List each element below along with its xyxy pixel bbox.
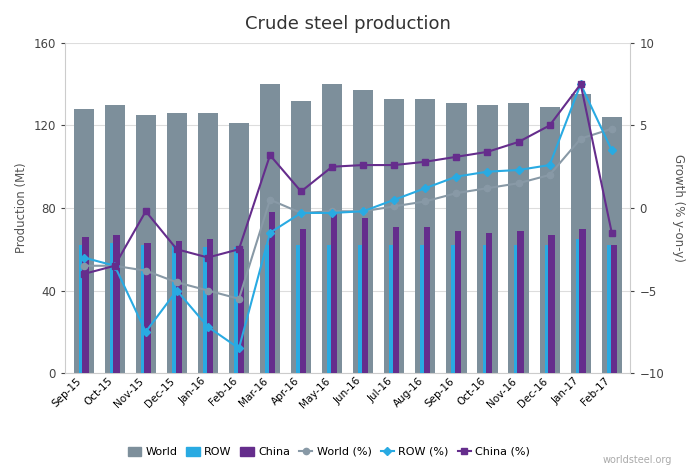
Bar: [482, 245, 489, 373]
Bar: [477, 105, 498, 373]
Bar: [575, 239, 582, 373]
Bar: [141, 245, 147, 373]
Bar: [389, 245, 396, 373]
Bar: [172, 245, 178, 373]
Bar: [331, 212, 337, 373]
Bar: [610, 245, 617, 373]
Bar: [327, 245, 333, 373]
Bar: [455, 231, 461, 373]
Bar: [206, 239, 213, 373]
Bar: [540, 107, 560, 373]
Bar: [415, 99, 435, 373]
Bar: [104, 105, 125, 373]
Bar: [607, 245, 613, 373]
Bar: [144, 243, 150, 373]
Bar: [198, 113, 218, 373]
Bar: [452, 245, 458, 373]
Bar: [421, 245, 426, 373]
Bar: [424, 226, 430, 373]
Bar: [508, 103, 528, 373]
Legend: World, ROW, China, World (%), ROW (%), China (%): World, ROW, China, World (%), ROW (%), C…: [123, 442, 535, 461]
Bar: [265, 245, 271, 373]
Bar: [447, 103, 466, 373]
Bar: [110, 243, 116, 373]
Bar: [238, 249, 244, 373]
Bar: [229, 123, 249, 373]
Text: worldsteel.org: worldsteel.org: [603, 455, 672, 465]
Bar: [353, 90, 373, 373]
Bar: [545, 245, 551, 373]
Bar: [514, 245, 520, 373]
Bar: [113, 235, 120, 373]
Bar: [167, 113, 187, 373]
Bar: [517, 231, 524, 373]
Bar: [580, 229, 586, 373]
Y-axis label: Production (Mt): Production (Mt): [15, 163, 28, 253]
Bar: [570, 94, 591, 373]
Bar: [83, 237, 89, 373]
Bar: [602, 117, 622, 373]
Bar: [291, 101, 312, 373]
Bar: [234, 247, 240, 373]
Bar: [486, 233, 492, 373]
Bar: [358, 245, 365, 373]
Bar: [296, 245, 302, 373]
Title: Crude steel production: Crude steel production: [245, 15, 451, 33]
Bar: [362, 218, 368, 373]
Bar: [203, 247, 209, 373]
Bar: [548, 235, 554, 373]
Bar: [393, 226, 399, 373]
Bar: [384, 99, 405, 373]
Bar: [300, 229, 306, 373]
Bar: [136, 115, 156, 373]
Bar: [322, 84, 342, 373]
Bar: [74, 109, 94, 373]
Bar: [176, 241, 182, 373]
Bar: [260, 84, 280, 373]
Bar: [269, 212, 275, 373]
Y-axis label: Growth (% y-on-y): Growth (% y-on-y): [672, 154, 685, 262]
Bar: [78, 245, 85, 373]
